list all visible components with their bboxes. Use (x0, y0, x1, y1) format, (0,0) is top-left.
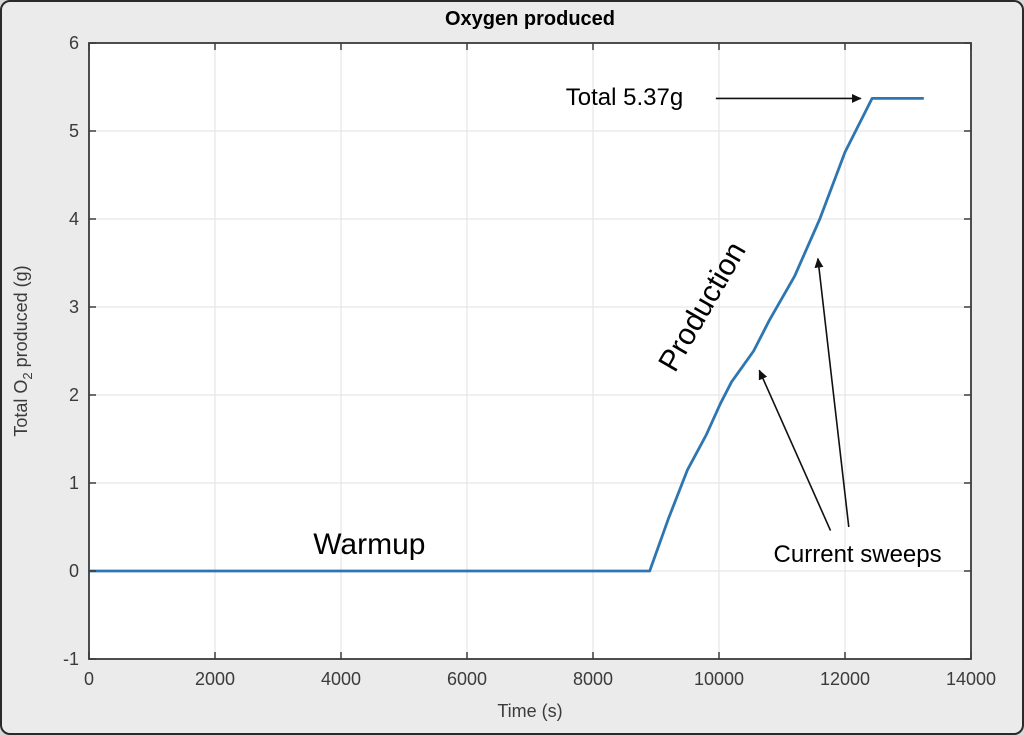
y-tick-label: 0 (69, 561, 79, 581)
x-tick-label: 10000 (694, 669, 744, 689)
x-tick-label: 2000 (195, 669, 235, 689)
chart-title: Oxygen produced (444, 8, 616, 30)
annotation-warmup: Warmup (313, 527, 426, 561)
y-tick-label: 2 (69, 385, 79, 405)
x-tick-label: 6000 (447, 669, 487, 689)
x-tick-label: 0 (84, 669, 94, 689)
y-axis-label-prefix: Total O (11, 379, 32, 437)
y-tick-label: 5 (69, 121, 79, 141)
y-tick-label: 1 (69, 473, 79, 493)
x-axis-label: Time (s) (497, 701, 563, 721)
x-tick-label: 12000 (820, 669, 870, 689)
annotation-arrow (814, 257, 850, 528)
axes-box (88, 42, 972, 660)
plot-background (89, 43, 971, 659)
y-tick-label: 6 (69, 33, 79, 53)
annotation-current-sweeps: Current sweeps (773, 541, 942, 569)
x-tick-label: 14000 (946, 669, 996, 689)
x-tick-label: 4000 (321, 669, 361, 689)
y-axis-label-suffix: produced (g) (11, 265, 32, 373)
y-axis-label: Total O2 produced (g) (11, 265, 35, 436)
x-tick-label: 8000 (573, 669, 613, 689)
data-line-series (89, 97, 924, 573)
annotation-total-value: Total 5.37g (565, 84, 684, 112)
y-tick-label: -1 (63, 649, 79, 669)
y-tick-label: 3 (69, 297, 79, 317)
y-axis-label-subscript: 2 (19, 372, 35, 380)
annotation-arrow (758, 369, 832, 531)
y-tick-label: 4 (69, 209, 79, 229)
